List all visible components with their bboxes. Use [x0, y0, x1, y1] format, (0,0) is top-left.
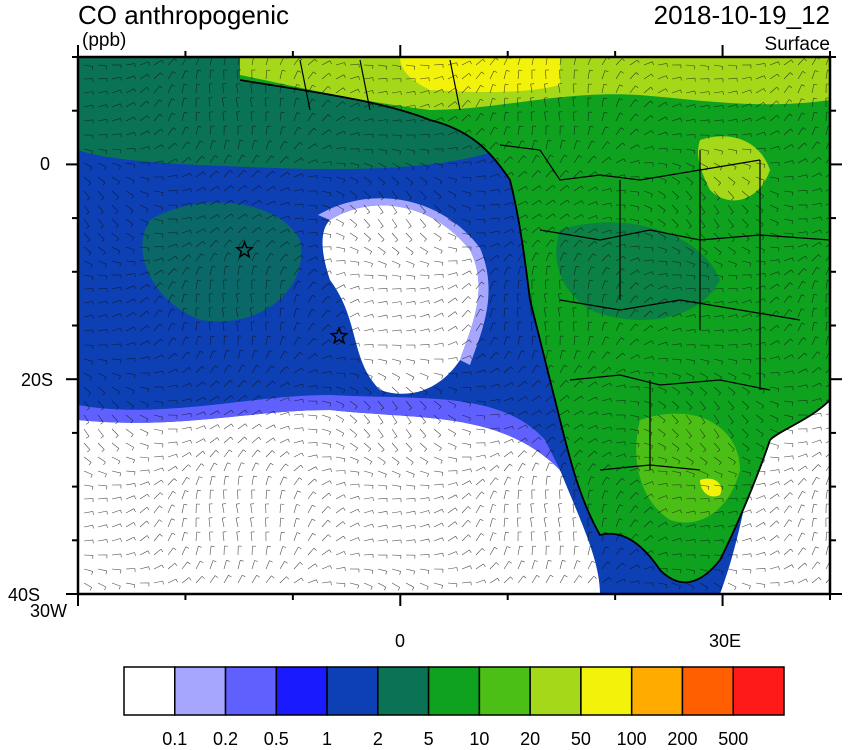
colorbar-swatch-4 — [275, 666, 328, 716]
y-tick-label-0: 0 — [39, 154, 50, 174]
axis-ticks — [66, 45, 842, 606]
wind-barbs — [83, 57, 830, 591]
x-tick-label-30w: 30W — [30, 601, 68, 621]
colorbar-swatch-5 — [326, 666, 379, 716]
y-tick-label-20s: 20S — [20, 370, 53, 390]
colorbar-label-4: 1 — [322, 729, 333, 749]
x-tick-label-0: 0 — [394, 631, 405, 651]
colorbar-label-7: 10 — [469, 729, 490, 749]
colorbar-label-9: 50 — [570, 729, 591, 749]
colorbar-swatch-7 — [427, 666, 481, 716]
level-label: Surface — [764, 34, 830, 55]
site-marker-star-1 — [234, 240, 255, 259]
colorbar-swatch-10 — [580, 666, 633, 716]
colorbar-swatch-8 — [478, 666, 531, 716]
colorbar-swatch-13 — [732, 666, 785, 716]
colorbar-swatch-11 — [630, 666, 684, 716]
map-title: CO anthropogenic — [78, 0, 290, 30]
map-plot-area — [78, 57, 830, 594]
colorbar-swatch-9 — [529, 666, 582, 716]
colorbar-label-8: 20 — [520, 729, 541, 749]
colorbar-label-6: 5 — [423, 729, 434, 749]
site-marker-star-2 — [329, 326, 349, 345]
colorbar-swatch-1 — [123, 666, 176, 716]
colorbar-label-12: 500 — [718, 729, 749, 749]
colorbar-label-2: 0.2 — [213, 729, 239, 749]
colorbar-label-11: 200 — [667, 729, 698, 749]
site-markers — [234, 240, 349, 345]
x-tick-label-30e: 30E — [708, 631, 742, 651]
colorbar-swatch-6 — [377, 666, 430, 716]
colorbar-label-10: 100 — [616, 729, 647, 749]
colorbar-swatch-2 — [174, 666, 227, 716]
colorbar-swatch-12 — [681, 666, 734, 716]
units-label: (ppb) — [82, 30, 127, 51]
colorbar-label-5: 2 — [372, 729, 383, 749]
colorbar-label-3: 0.5 — [263, 729, 289, 749]
colorbar-label-1: 0.1 — [162, 729, 188, 749]
y-tick-label-40s: 40S — [7, 585, 40, 605]
datetime-label: 2018-10-19_12 — [653, 0, 830, 30]
colorbar-swatch-3 — [224, 666, 278, 716]
